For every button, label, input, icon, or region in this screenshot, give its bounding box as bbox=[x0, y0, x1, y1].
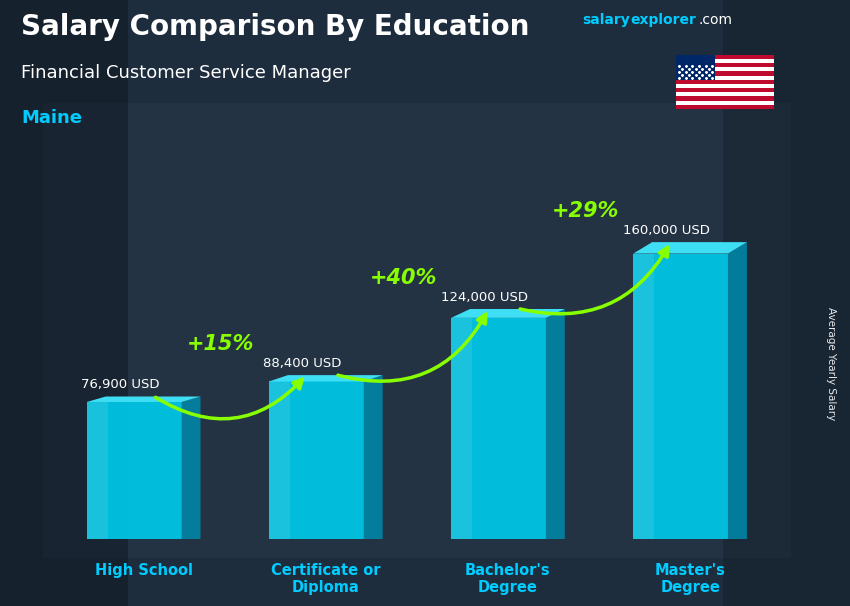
Polygon shape bbox=[633, 253, 728, 539]
Bar bbox=[676, 80, 774, 84]
Polygon shape bbox=[182, 396, 201, 539]
Bar bbox=[676, 59, 774, 63]
Text: +40%: +40% bbox=[370, 268, 437, 288]
Text: 88,400 USD: 88,400 USD bbox=[263, 357, 342, 370]
Polygon shape bbox=[546, 309, 564, 539]
Bar bbox=[722, 0, 850, 606]
Bar bbox=[676, 101, 774, 105]
Polygon shape bbox=[87, 402, 182, 539]
Bar bbox=[42, 103, 790, 558]
Polygon shape bbox=[633, 242, 747, 253]
Polygon shape bbox=[87, 396, 201, 402]
Bar bbox=[676, 76, 774, 80]
Text: 76,900 USD: 76,900 USD bbox=[81, 378, 159, 391]
Text: explorer: explorer bbox=[631, 13, 697, 27]
Text: .com: .com bbox=[699, 13, 733, 27]
FancyArrowPatch shape bbox=[520, 247, 668, 314]
Text: salary: salary bbox=[582, 13, 630, 27]
Text: Financial Customer Service Manager: Financial Customer Service Manager bbox=[21, 64, 351, 82]
Text: Salary Comparison By Education: Salary Comparison By Education bbox=[21, 13, 530, 41]
Polygon shape bbox=[269, 381, 290, 539]
Polygon shape bbox=[451, 318, 546, 539]
Bar bbox=[0, 0, 128, 606]
Polygon shape bbox=[728, 242, 747, 539]
Bar bbox=[676, 72, 774, 76]
Text: +15%: +15% bbox=[187, 334, 254, 354]
Bar bbox=[676, 96, 774, 101]
Polygon shape bbox=[269, 381, 364, 539]
Text: 160,000 USD: 160,000 USD bbox=[623, 224, 710, 237]
Bar bbox=[676, 55, 715, 80]
Bar bbox=[676, 63, 774, 67]
Bar bbox=[676, 88, 774, 92]
Text: High School: High School bbox=[94, 563, 193, 578]
Bar bbox=[676, 55, 774, 59]
Polygon shape bbox=[633, 253, 654, 539]
Bar bbox=[676, 84, 774, 88]
Text: Bachelor's
Degree: Bachelor's Degree bbox=[465, 563, 551, 596]
Bar bbox=[676, 105, 774, 109]
FancyArrowPatch shape bbox=[338, 314, 486, 381]
Polygon shape bbox=[87, 402, 108, 539]
FancyArrowPatch shape bbox=[156, 379, 303, 419]
Text: Maine: Maine bbox=[21, 109, 82, 127]
Polygon shape bbox=[364, 375, 382, 539]
Text: +29%: +29% bbox=[552, 201, 619, 221]
Polygon shape bbox=[451, 309, 564, 318]
Text: Average Yearly Salary: Average Yearly Salary bbox=[826, 307, 836, 420]
Text: 124,000 USD: 124,000 USD bbox=[441, 291, 528, 304]
Bar bbox=[676, 67, 774, 72]
Polygon shape bbox=[269, 375, 382, 381]
Text: Master's
Degree: Master's Degree bbox=[654, 563, 726, 596]
Polygon shape bbox=[451, 318, 472, 539]
Text: Certificate or
Diploma: Certificate or Diploma bbox=[271, 563, 381, 596]
Bar bbox=[676, 92, 774, 96]
